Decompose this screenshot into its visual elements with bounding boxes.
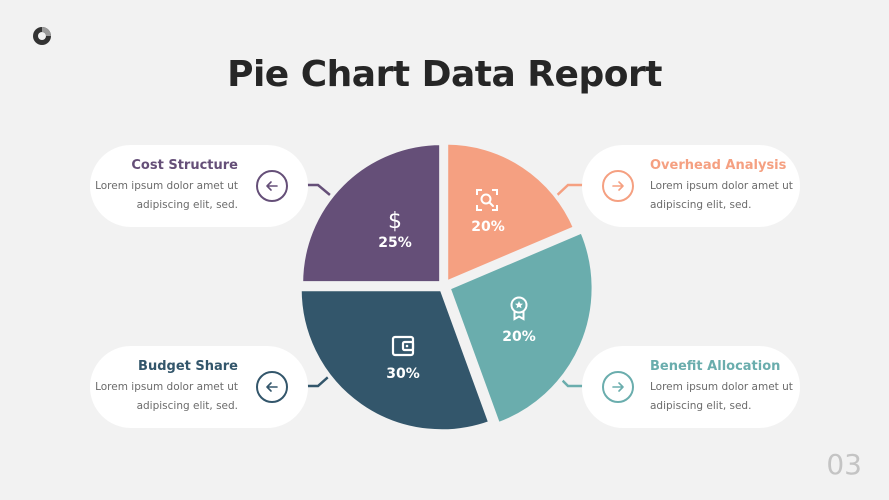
slice-label-budget: 30% bbox=[386, 366, 420, 382]
card-text: Lorem ipsum dolor amet ut bbox=[650, 180, 793, 192]
arrow-left-icon bbox=[266, 382, 278, 392]
card-text: adipiscing elit, sed. bbox=[650, 400, 752, 412]
card-budget-share: Budget Share Lorem ipsum dolor amet ut a… bbox=[90, 346, 308, 428]
arrow-right-button[interactable] bbox=[602, 371, 634, 403]
card-benefit-allocation: Benefit Allocation Lorem ipsum dolor ame… bbox=[582, 346, 800, 428]
card-overhead-analysis: Overhead Analysis Lorem ipsum dolor amet… bbox=[582, 145, 800, 227]
card-cost-structure: Cost Structure Lorem ipsum dolor amet ut… bbox=[90, 145, 308, 227]
card-title: Benefit Allocation bbox=[650, 359, 781, 374]
card-text: Lorem ipsum dolor amet ut bbox=[95, 180, 238, 192]
arrow-right-icon bbox=[612, 181, 624, 191]
award-badge-icon bbox=[510, 296, 528, 321]
dollar-icon: $ bbox=[388, 209, 402, 233]
card-title: Budget Share bbox=[138, 359, 238, 374]
card-text: adipiscing elit, sed. bbox=[136, 199, 238, 211]
slice-benefit bbox=[446, 229, 596, 427]
arrow-left-button[interactable] bbox=[256, 371, 288, 403]
card-title: Overhead Analysis bbox=[650, 158, 787, 173]
arrow-right-button[interactable] bbox=[602, 170, 634, 202]
slice-label-benefit: 20% bbox=[502, 329, 536, 345]
card-text: Lorem ipsum dolor amet ut bbox=[95, 381, 238, 393]
page-title: Pie Chart Data Report bbox=[227, 54, 662, 95]
card-text: Lorem ipsum dolor amet ut bbox=[650, 381, 793, 393]
logo-icon bbox=[33, 27, 51, 45]
wallet-icon bbox=[391, 335, 415, 357]
card-text: adipiscing elit, sed. bbox=[650, 199, 752, 211]
slice-cost bbox=[299, 141, 444, 286]
card-title: Cost Structure bbox=[131, 158, 238, 173]
slice-budget bbox=[297, 287, 493, 434]
svg-text:$: $ bbox=[388, 209, 402, 233]
slice-overhead bbox=[444, 140, 578, 285]
arrow-left-icon bbox=[266, 181, 278, 191]
page-number: 03 bbox=[826, 448, 862, 481]
search-scan-icon bbox=[476, 189, 498, 211]
arrow-right-icon bbox=[612, 382, 624, 392]
card-text: adipiscing elit, sed. bbox=[136, 400, 238, 412]
slice-label-overhead: 20% bbox=[471, 219, 505, 235]
arrow-left-button[interactable] bbox=[256, 170, 288, 202]
slice-label-cost: 25% bbox=[378, 235, 412, 251]
